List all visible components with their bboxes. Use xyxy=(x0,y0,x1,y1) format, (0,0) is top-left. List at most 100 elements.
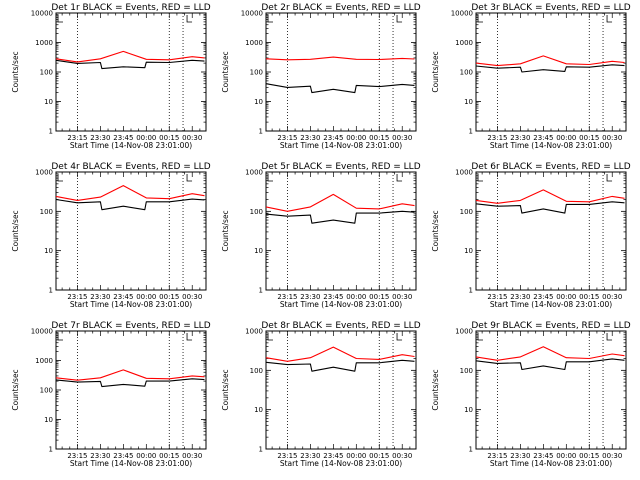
x-tick-label: 00:15 xyxy=(159,134,179,142)
x-tick-label: 00:00 xyxy=(136,452,156,460)
chart-title: Det 3r BLACK = Events, RED = LLD xyxy=(471,3,630,13)
chart-panel-9: Det 9r BLACK = Events, RED = LLD 1 10 100 10… xyxy=(431,321,631,468)
x-tick-label: 00:15 xyxy=(369,134,389,142)
flag-marker xyxy=(396,174,403,182)
x-tick-label: 00:15 xyxy=(159,293,179,301)
chart-panel-5: Det 5r BLACK = Events, RED = LLD 1 10 100 10… xyxy=(221,162,421,309)
y-tick-label: 100 xyxy=(250,208,263,216)
x-tick-label: 00:15 xyxy=(579,452,599,460)
y-axis-label: Counts/sec xyxy=(431,51,440,92)
y-tick-label: 100 xyxy=(40,208,53,216)
y-tick-label: 1000 xyxy=(245,169,263,177)
chart-title: Det 4r BLACK = Events, RED = LLD xyxy=(51,162,210,172)
y-tick-label: 10 xyxy=(254,247,263,255)
x-tick-label: 23:15 xyxy=(67,134,87,142)
flag-marker xyxy=(606,174,613,182)
x-tick-label: 00:30 xyxy=(182,134,202,142)
y-tick-label: 1 xyxy=(259,287,263,295)
y-tick-label: 1 xyxy=(469,287,473,295)
flag-marker xyxy=(57,15,63,23)
y-tick-label: 1000 xyxy=(455,328,473,336)
y-tick-label: 10000 xyxy=(31,10,53,18)
x-tick-label: 23:30 xyxy=(90,452,110,460)
y-tick-label: 10 xyxy=(44,98,53,106)
chart-title: Det 1r BLACK = Events, RED = LLD xyxy=(51,3,210,13)
flag-marker xyxy=(606,15,613,23)
y-axis-label: Counts/sec xyxy=(11,210,20,251)
x-tick-label: 00:00 xyxy=(346,452,366,460)
chart-panel-4: Det 4r BLACK = Events, RED = LLD 1 10 100 10… xyxy=(11,162,211,309)
x-axis-label: Start Time (14-Nov-08 23:01:00) xyxy=(280,300,402,309)
y-tick-label: 1 xyxy=(259,128,263,136)
x-axis-label: Start Time (14-Nov-08 23:01:00) xyxy=(280,141,402,150)
plot-frame xyxy=(265,171,417,291)
plot-frame xyxy=(475,12,627,132)
x-tick-label: 23:30 xyxy=(510,134,530,142)
y-tick-label: 1000 xyxy=(35,357,53,365)
x-tick-label: 23:30 xyxy=(510,452,530,460)
y-tick-label: 1000 xyxy=(35,169,53,177)
chart-panel-3: Det 3r BLACK = Events, RED = LLD 1 10 100 10… xyxy=(431,3,631,150)
plot-frame xyxy=(265,330,417,450)
series-line-lld xyxy=(265,56,415,61)
x-tick-label: 00:30 xyxy=(182,293,202,301)
y-tick-label: 100 xyxy=(460,208,473,216)
series-line-events xyxy=(475,64,625,73)
x-tick-label: 23:45 xyxy=(113,452,133,460)
x-tick-label: 00:00 xyxy=(346,293,366,301)
flag-marker xyxy=(606,333,613,341)
y-tick-label: 100 xyxy=(460,367,473,375)
chart-panel-7: Det 7r BLACK = Events, RED = LLD 1 10 100 10… xyxy=(11,321,211,468)
flag-marker xyxy=(396,333,403,341)
x-tick-label: 00:30 xyxy=(392,452,412,460)
y-tick-label: 100 xyxy=(250,69,263,77)
x-tick-label: 23:45 xyxy=(323,293,343,301)
series-line-events xyxy=(475,201,625,214)
x-tick-label: 23:15 xyxy=(277,452,297,460)
y-axis-label: Counts/sec xyxy=(11,369,20,410)
flag-marker xyxy=(477,333,483,341)
x-tick-label: 00:15 xyxy=(579,293,599,301)
x-tick-label: 23:30 xyxy=(90,134,110,142)
x-tick-label: 00:00 xyxy=(556,452,576,460)
chart-panel-2: Det 2r BLACK = Events, RED = LLD 1 10 100 10… xyxy=(221,3,421,150)
y-tick-label: 100 xyxy=(40,387,53,395)
flag-marker xyxy=(57,174,63,182)
y-tick-label: 1 xyxy=(469,128,473,136)
chart-title: Det 9r BLACK = Events, RED = LLD xyxy=(471,321,630,331)
plot-frame xyxy=(475,330,627,450)
y-tick-label: 1000 xyxy=(455,169,473,177)
x-tick-label: 23:15 xyxy=(487,452,507,460)
x-tick-label: 00:00 xyxy=(556,293,576,301)
x-tick-label: 23:15 xyxy=(277,134,297,142)
flag-marker xyxy=(57,333,63,341)
series-line-lld xyxy=(265,193,415,212)
x-tick-label: 23:15 xyxy=(487,293,507,301)
y-tick-label: 100 xyxy=(460,69,473,77)
y-axis-label: Counts/sec xyxy=(221,51,230,92)
y-tick-label: 10 xyxy=(254,406,263,414)
series-line-events xyxy=(265,359,415,372)
x-tick-label: 23:30 xyxy=(300,452,320,460)
x-axis-label: Start Time (14-Nov-08 23:01:00) xyxy=(490,300,612,309)
y-tick-label: 1000 xyxy=(455,39,473,47)
chart-title: Det 2r BLACK = Events, RED = LLD xyxy=(261,3,420,13)
x-tick-label: 23:30 xyxy=(300,134,320,142)
x-tick-label: 00:00 xyxy=(556,134,576,142)
x-tick-label: 23:15 xyxy=(67,293,87,301)
y-tick-label: 10 xyxy=(464,98,473,106)
x-tick-label: 00:00 xyxy=(136,293,156,301)
x-tick-label: 23:45 xyxy=(533,134,553,142)
y-tick-label: 10000 xyxy=(31,328,53,336)
x-tick-label: 00:15 xyxy=(369,293,389,301)
series-line-events xyxy=(265,210,415,224)
y-tick-label: 1 xyxy=(259,446,263,454)
x-tick-label: 00:15 xyxy=(159,452,179,460)
y-axis-label: Counts/sec xyxy=(221,210,230,251)
y-tick-label: 1 xyxy=(469,446,473,454)
series-line-lld xyxy=(55,185,205,201)
y-axis-label: Counts/sec xyxy=(221,369,230,410)
chart-panel-8: Det 8r BLACK = Events, RED = LLD 1 10 100 10… xyxy=(221,321,421,468)
x-tick-label: 23:45 xyxy=(533,452,553,460)
